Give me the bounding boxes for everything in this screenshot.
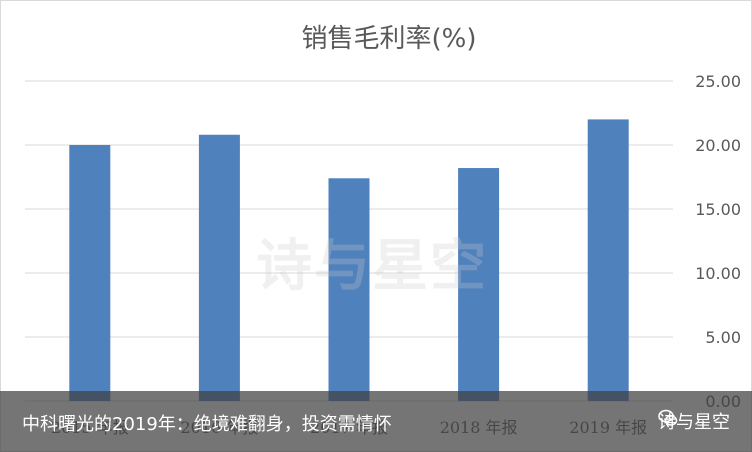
caption-bar <box>0 391 752 452</box>
y-tick-label: 15.00 <box>695 200 741 219</box>
y-tick-label: 20.00 <box>695 136 741 155</box>
chart-title: 销售毛利率(%) <box>302 24 477 54</box>
article-caption[interactable]: 中科曙光的2019年：绝境难翻身，投资需情怀 <box>22 414 392 435</box>
y-tick-label: 25.00 <box>695 72 741 91</box>
bar <box>69 145 111 401</box>
y-tick-label: 10.00 <box>695 264 741 283</box>
bar <box>198 134 240 401</box>
bar <box>458 168 500 401</box>
brand-name: 诗与星空 <box>658 412 730 433</box>
y-tick-label: 5.00 <box>705 328 741 347</box>
wechat-icon <box>658 409 678 426</box>
bar <box>587 119 629 402</box>
brand[interactable]: 诗与星空 <box>658 408 730 434</box>
bar <box>328 178 370 401</box>
watermark: 诗与星空 <box>256 234 488 299</box>
